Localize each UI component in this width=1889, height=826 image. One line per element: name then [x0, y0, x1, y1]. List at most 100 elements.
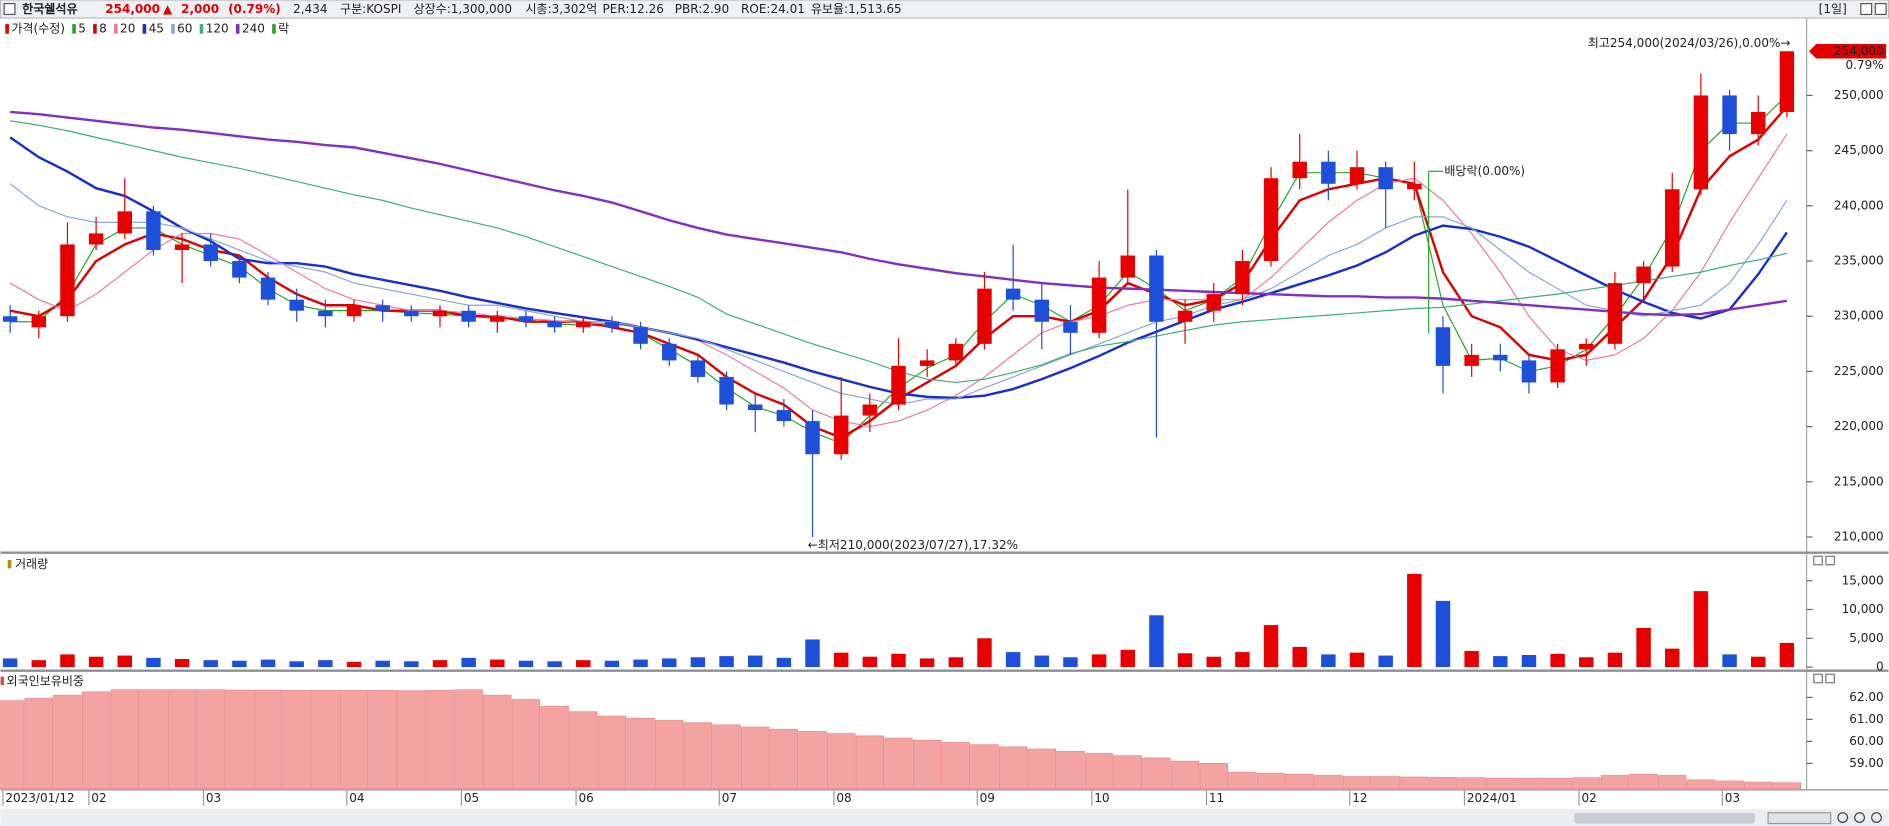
- candle-body: [833, 415, 849, 455]
- candle-body: [747, 404, 763, 411]
- volume-bar: [719, 656, 734, 668]
- volume-bar: [1005, 652, 1021, 668]
- volume-bar: [1607, 652, 1623, 668]
- checkbox[interactable]: [3, 3, 16, 16]
- pane-button[interactable]: [1825, 555, 1835, 566]
- candle-body: [576, 321, 591, 328]
- zoom-button[interactable]: [1854, 812, 1866, 823]
- stock-price: 254,000: [105, 2, 160, 16]
- volume-bar: [948, 657, 964, 668]
- candle-body: [1636, 266, 1651, 284]
- trade-volume: 2,434: [293, 2, 327, 16]
- ratio-bar: [225, 689, 254, 790]
- candle-body: [1177, 310, 1193, 322]
- candle-body: [1091, 277, 1107, 333]
- x-tick-label: 09: [980, 791, 995, 805]
- y-tick-label: 62.00: [1849, 690, 1883, 704]
- candle-body: [1665, 189, 1680, 267]
- legend-marker: [114, 24, 118, 34]
- candle-body: [948, 343, 964, 361]
- pane-button[interactable]: [1825, 673, 1835, 684]
- ratio-bar: [1371, 776, 1400, 790]
- candle-body: [404, 310, 419, 317]
- zoom-button[interactable]: [1837, 812, 1849, 823]
- ratio-bar: [139, 689, 168, 790]
- volume-bar: [1235, 652, 1250, 668]
- y-tick-label: 215,000: [1834, 474, 1884, 488]
- candle-body: [1206, 294, 1221, 311]
- pane-button[interactable]: [1813, 555, 1823, 566]
- pane-title: 거래량: [15, 557, 48, 571]
- volume-bar: [490, 659, 505, 668]
- y-tick-label: 240,000: [1834, 198, 1884, 212]
- info-item: ROE:24.01: [741, 2, 805, 16]
- volume-bar: [690, 657, 706, 668]
- ratio-bar: [1543, 777, 1572, 790]
- candle-body: [1120, 255, 1135, 278]
- period-button[interactable]: [1일]: [1819, 2, 1847, 16]
- candle-body: [977, 288, 992, 344]
- volume-bar: [1464, 650, 1479, 668]
- window-button[interactable]: [1860, 3, 1873, 16]
- ratio-bar: [454, 689, 483, 790]
- ratio-bar: [1486, 777, 1515, 790]
- ratio-bar: [855, 735, 885, 790]
- ratio-bar: [626, 717, 655, 790]
- candle-body: [88, 233, 104, 245]
- ratio-bar: [826, 733, 856, 790]
- candle-body: [461, 310, 476, 322]
- y-tick-label: 245,000: [1834, 143, 1884, 157]
- volume-bar: [375, 660, 390, 668]
- volume-bar: [1063, 657, 1078, 668]
- info-item: 유보율:1,513.65: [811, 2, 902, 16]
- candle-body: [260, 277, 276, 300]
- ratio-bar: [1056, 750, 1085, 790]
- ratio-bar: [597, 715, 627, 790]
- legend-label: 5: [78, 21, 86, 35]
- x-tick-label: 04: [349, 791, 364, 805]
- ratio-bar: [311, 689, 340, 790]
- volume-bar: [1034, 655, 1050, 668]
- volume-bar: [203, 660, 218, 668]
- volume-bar: [862, 656, 878, 668]
- low-annotation: ←최저210,000(2023/07/27),17.32%: [808, 538, 1018, 552]
- x-tick-label: 08: [836, 791, 851, 805]
- legend-label: 45: [149, 21, 164, 35]
- volume-bar: [31, 660, 47, 668]
- zoom-slider[interactable]: [1767, 812, 1832, 825]
- volume-bar: [891, 653, 906, 668]
- scrollbar-track: [0, 809, 1889, 826]
- close-button[interactable]: [1874, 3, 1887, 16]
- candle-body: [1550, 349, 1565, 383]
- x-tick-label: 07: [722, 791, 737, 805]
- ratio-bar: [1629, 774, 1658, 790]
- ratio-bar: [1027, 748, 1056, 790]
- x-tick-label: 03: [1725, 791, 1740, 805]
- ratio-bar: [511, 699, 541, 790]
- ratio-bar: [1256, 772, 1286, 790]
- ratio-bar: [483, 694, 512, 790]
- ratio-bar: [1142, 757, 1171, 790]
- candle-body: [919, 360, 935, 366]
- ratio-bar: [569, 711, 598, 790]
- pane-button[interactable]: [1813, 673, 1823, 684]
- ratio-bar: [397, 690, 426, 790]
- volume-bar: [88, 656, 104, 668]
- candle-body: [1407, 183, 1422, 190]
- ratio-bar: [1228, 771, 1257, 790]
- volume-bar: [1722, 654, 1737, 668]
- scrollbar-thumb[interactable]: [1574, 812, 1755, 824]
- volume-bar: [919, 658, 935, 668]
- legend-label: 240: [242, 21, 265, 35]
- ratio-bar: [1658, 775, 1687, 790]
- volume-bar: [60, 654, 75, 668]
- y-tick-label: 10,000: [1842, 602, 1884, 616]
- x-tick-label: 11: [1209, 791, 1224, 805]
- candle-body: [719, 376, 734, 405]
- ratio-bar: [1772, 782, 1802, 790]
- x-tick-label: 2024/01: [1467, 791, 1517, 805]
- zoom-button[interactable]: [1871, 812, 1882, 823]
- volume-bar: [2, 658, 18, 668]
- ratio-bar: [941, 742, 971, 790]
